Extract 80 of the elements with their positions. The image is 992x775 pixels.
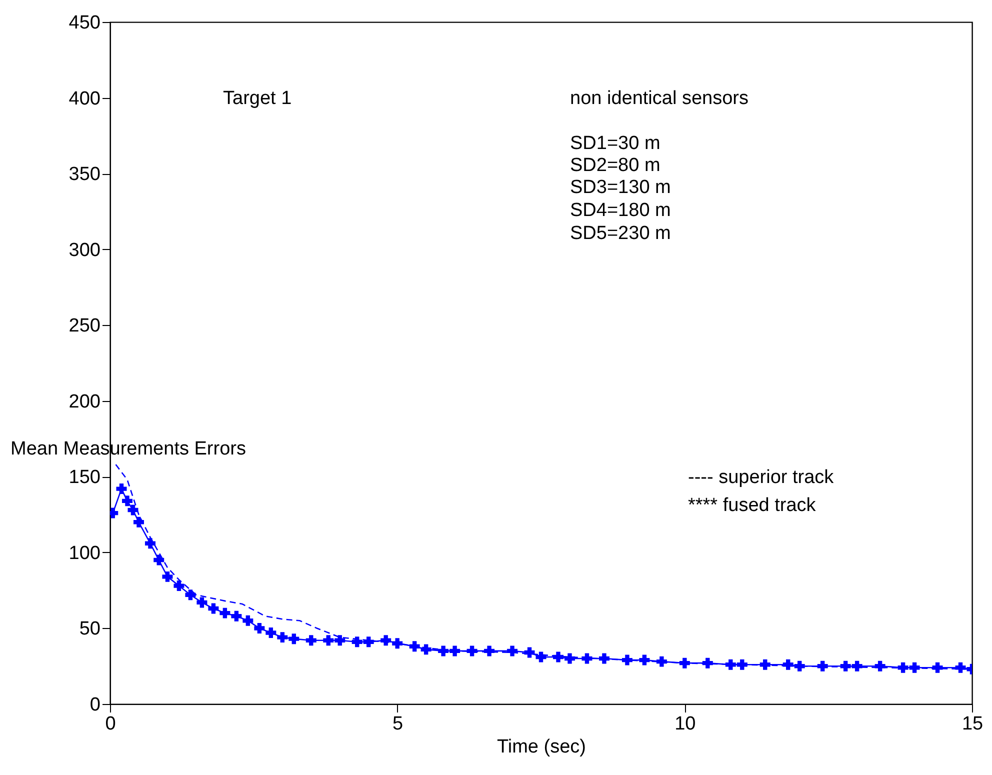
point	[524, 647, 535, 658]
point	[334, 635, 346, 646]
point	[760, 659, 770, 670]
y-tick-label: 100	[68, 542, 100, 564]
x-tick-label: 0	[105, 714, 116, 734]
y-tick-label: 350	[68, 164, 100, 186]
x-tick-label: 5	[392, 714, 404, 734]
point	[598, 653, 610, 664]
point	[242, 615, 254, 626]
point	[552, 652, 564, 662]
point	[392, 638, 403, 649]
annotation: SD5=230 m	[570, 223, 671, 244]
point	[622, 654, 632, 666]
annotation: ---- superior track	[688, 467, 834, 488]
point	[484, 646, 495, 656]
y-tick-label: 0	[90, 694, 100, 716]
y-tick-label: 50	[79, 618, 100, 640]
point	[154, 554, 164, 566]
point	[220, 608, 230, 618]
point	[898, 662, 908, 673]
point	[450, 646, 460, 656]
point	[840, 660, 851, 672]
x-tick-label: 10	[674, 714, 696, 734]
point	[679, 658, 690, 668]
annotation: SD1=30 m	[570, 133, 660, 154]
point	[817, 660, 828, 672]
point	[144, 538, 156, 549]
annotation: Target 1	[223, 88, 292, 109]
point	[122, 496, 132, 506]
point	[909, 662, 920, 673]
point	[185, 590, 196, 600]
point	[564, 653, 575, 664]
point	[438, 646, 449, 656]
point	[794, 660, 805, 672]
point	[174, 580, 184, 592]
annotation: SD2=80 m	[570, 155, 660, 176]
point	[874, 660, 886, 672]
annotation: SD3=130 m	[570, 177, 671, 198]
point	[208, 603, 219, 614]
point	[352, 636, 362, 648]
point	[507, 646, 518, 656]
x-axis-title: Time (sec)	[496, 736, 586, 758]
point	[782, 659, 794, 670]
point	[277, 632, 288, 643]
point	[702, 658, 713, 668]
y-tick-label: 450	[68, 12, 100, 34]
point	[932, 662, 943, 673]
y-tick-label: 150	[68, 467, 100, 488]
point	[254, 622, 265, 634]
y-tick-label: 200	[68, 391, 100, 412]
point	[955, 662, 966, 673]
point	[380, 635, 392, 646]
point	[363, 636, 374, 648]
point	[116, 484, 127, 494]
y-tick-label: 250	[68, 316, 100, 337]
point	[266, 628, 276, 638]
point	[306, 635, 316, 646]
point	[288, 634, 300, 644]
point	[420, 644, 432, 655]
point	[133, 516, 144, 528]
x-tick-label: 15	[962, 714, 984, 734]
annotation: SD4=180 m	[570, 200, 671, 221]
point	[725, 659, 736, 670]
point	[536, 652, 546, 662]
point	[582, 653, 592, 664]
y-tick-label: 300	[68, 240, 100, 261]
point	[639, 654, 650, 666]
point	[323, 635, 334, 646]
point	[409, 641, 420, 652]
point	[196, 597, 208, 608]
annotation: **** fused track	[688, 495, 816, 516]
point	[231, 610, 242, 622]
y-tick-label: 400	[68, 88, 100, 110]
point	[852, 660, 862, 672]
annotation: non identical sensors	[570, 88, 748, 109]
point	[656, 656, 667, 667]
point	[466, 646, 478, 656]
point	[128, 504, 138, 516]
point	[162, 571, 173, 582]
point	[736, 659, 748, 670]
